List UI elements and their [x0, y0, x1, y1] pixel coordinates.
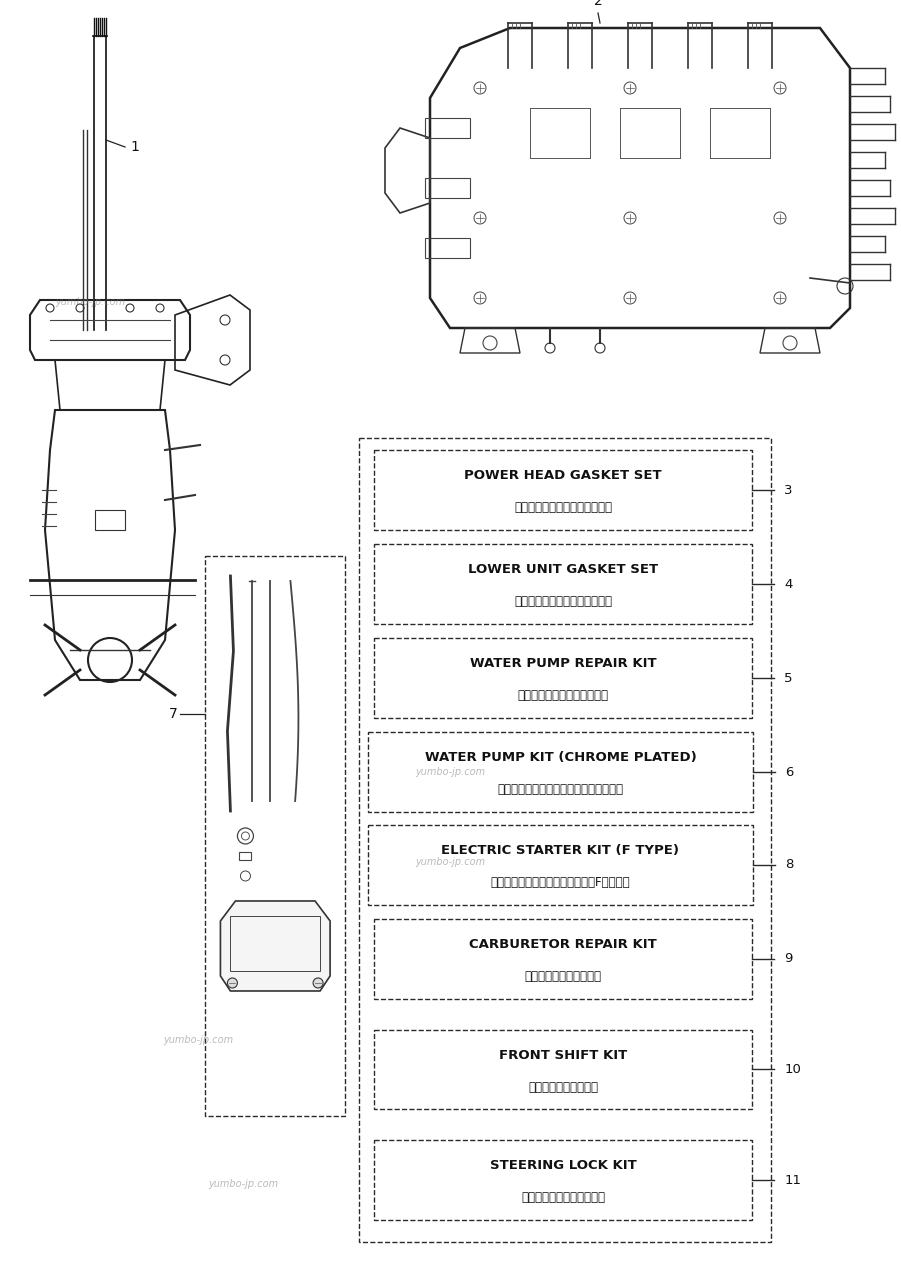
Text: FRONT SHIFT KIT: FRONT SHIFT KIT — [499, 1049, 627, 1062]
Bar — [374, 638, 752, 718]
Text: 9: 9 — [785, 952, 793, 965]
Text: ELECTRIC STARTER KIT (F TYPE): ELECTRIC STARTER KIT (F TYPE) — [441, 844, 679, 857]
Text: キャブレタリペアキット: キャブレタリペアキット — [524, 970, 602, 983]
Circle shape — [313, 978, 323, 988]
Bar — [374, 1030, 752, 1109]
Text: ロワユニットガスケットセット: ロワユニットガスケットセット — [514, 596, 612, 609]
Text: パワーヘッドガスケットセット: パワーヘッドガスケットセット — [514, 502, 612, 515]
Text: フロントシフトキット: フロントシフトキット — [528, 1081, 598, 1094]
Bar — [231, 916, 320, 970]
Text: 5: 5 — [785, 672, 793, 685]
Bar — [205, 556, 345, 1116]
Text: yumbo-jp.com: yumbo-jp.com — [163, 1035, 233, 1045]
Bar — [240, 852, 251, 860]
Bar — [374, 544, 752, 624]
Bar — [374, 1140, 752, 1220]
Text: 4: 4 — [785, 578, 793, 591]
Text: エレクトリックスタータキット（Fタイプ）: エレクトリックスタータキット（Fタイプ） — [491, 876, 630, 889]
Text: 2: 2 — [594, 0, 603, 8]
Text: ウォータポンプキット（クロムメッキ）: ウォータポンプキット（クロムメッキ） — [497, 784, 623, 797]
Bar — [374, 450, 752, 530]
Text: 8: 8 — [786, 858, 794, 871]
Text: LOWER UNIT GASKET SET: LOWER UNIT GASKET SET — [468, 564, 659, 577]
Text: yumbo-jp.com: yumbo-jp.com — [415, 857, 486, 867]
Text: yumbo-jp.com: yumbo-jp.com — [55, 297, 125, 308]
Text: ステアリングロックキット: ステアリングロックキット — [521, 1192, 605, 1205]
Text: 3: 3 — [785, 484, 793, 497]
Text: 1: 1 — [130, 140, 139, 154]
Text: POWER HEAD GASKET SET: POWER HEAD GASKET SET — [464, 470, 662, 483]
Text: STEERING LOCK KIT: STEERING LOCK KIT — [490, 1160, 636, 1172]
Bar — [368, 732, 753, 812]
Bar — [374, 919, 752, 999]
Text: WATER PUMP KIT (CHROME PLATED): WATER PUMP KIT (CHROME PLATED) — [424, 752, 696, 764]
Bar — [368, 825, 753, 905]
Text: yumbo-jp.com: yumbo-jp.com — [208, 1179, 278, 1189]
Text: 11: 11 — [785, 1174, 801, 1187]
Text: CARBURETOR REPAIR KIT: CARBURETOR REPAIR KIT — [469, 938, 657, 951]
Circle shape — [227, 978, 238, 988]
Text: 6: 6 — [786, 766, 794, 779]
Text: yumbo-jp.com: yumbo-jp.com — [415, 767, 486, 777]
Polygon shape — [221, 901, 330, 991]
Text: WATER PUMP REPAIR KIT: WATER PUMP REPAIR KIT — [469, 658, 657, 671]
Text: ウォータポンプリペアキット: ウォータポンプリペアキット — [518, 690, 608, 703]
Bar — [95, 510, 125, 530]
Text: 10: 10 — [785, 1063, 801, 1076]
Text: 7: 7 — [168, 708, 177, 721]
Bar — [359, 438, 771, 1242]
